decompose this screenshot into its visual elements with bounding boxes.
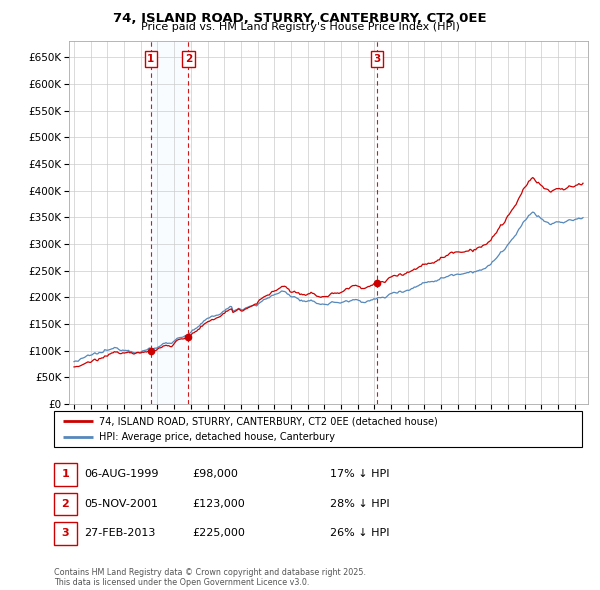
- Text: 3: 3: [373, 54, 380, 64]
- Text: 2: 2: [185, 54, 192, 64]
- Text: 3: 3: [62, 529, 69, 538]
- Text: Contains HM Land Registry data © Crown copyright and database right 2025.
This d: Contains HM Land Registry data © Crown c…: [54, 568, 366, 587]
- Text: 2: 2: [62, 499, 69, 509]
- Text: 74, ISLAND ROAD, STURRY, CANTERBURY, CT2 0EE (detached house): 74, ISLAND ROAD, STURRY, CANTERBURY, CT2…: [99, 416, 438, 426]
- Text: £225,000: £225,000: [192, 529, 245, 538]
- Text: 1: 1: [62, 470, 69, 479]
- Text: 05-NOV-2001: 05-NOV-2001: [84, 499, 158, 509]
- Text: Price paid vs. HM Land Registry's House Price Index (HPI): Price paid vs. HM Land Registry's House …: [140, 22, 460, 32]
- Text: 27-FEB-2013: 27-FEB-2013: [84, 529, 155, 538]
- Text: 26% ↓ HPI: 26% ↓ HPI: [330, 529, 389, 538]
- Text: 1: 1: [147, 54, 154, 64]
- Text: 17% ↓ HPI: 17% ↓ HPI: [330, 470, 389, 479]
- Text: 74, ISLAND ROAD, STURRY, CANTERBURY, CT2 0EE: 74, ISLAND ROAD, STURRY, CANTERBURY, CT2…: [113, 12, 487, 25]
- Text: £98,000: £98,000: [192, 470, 238, 479]
- Bar: [151, 41, 188, 404]
- Text: HPI: Average price, detached house, Canterbury: HPI: Average price, detached house, Cant…: [99, 432, 335, 442]
- Text: 28% ↓ HPI: 28% ↓ HPI: [330, 499, 389, 509]
- Text: £123,000: £123,000: [192, 499, 245, 509]
- Text: 06-AUG-1999: 06-AUG-1999: [84, 470, 158, 479]
